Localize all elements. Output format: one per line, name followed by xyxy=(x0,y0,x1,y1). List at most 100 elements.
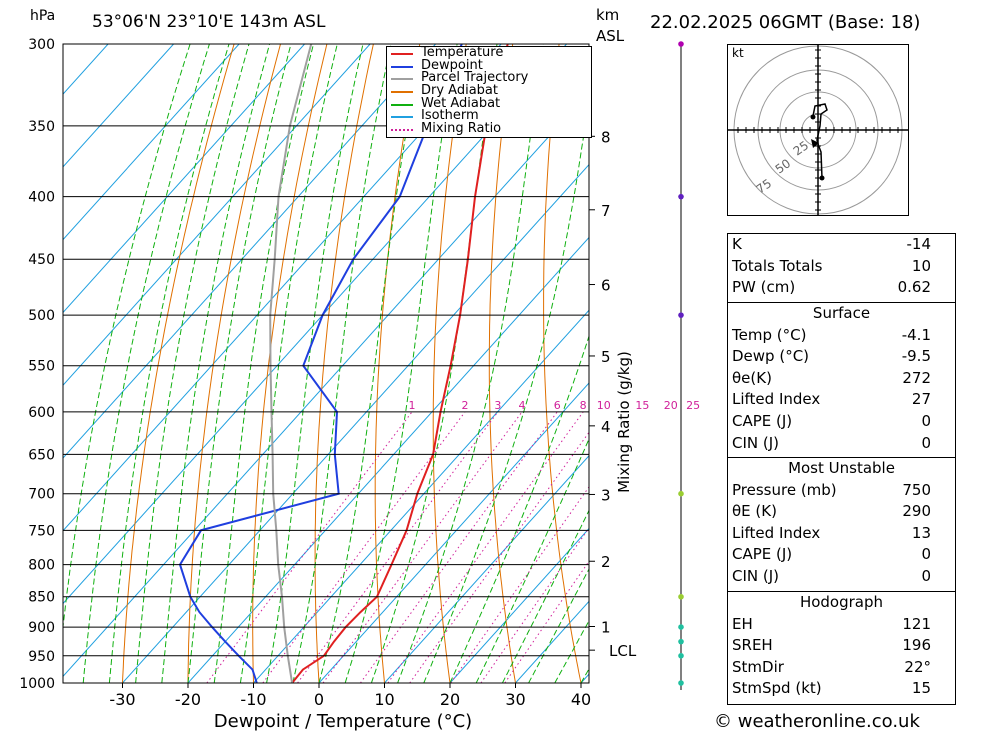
dry-adiabat-line xyxy=(314,44,374,683)
mixing-ratio-line xyxy=(387,411,584,683)
most-unstable-row: θE (K) 290 xyxy=(732,502,931,521)
x-axis-label: Dewpoint / Temperature (°C) xyxy=(214,711,472,732)
hodograph-row: SREH 196 xyxy=(732,636,931,655)
surface-panel: Surface Temp (°C) -4.1 Dewp (°C) -9.5 θe(K… xyxy=(727,302,956,458)
isotherm-line xyxy=(63,44,240,241)
mixing-ratio-label: 8 xyxy=(580,399,587,412)
pressure-tick-label: 750 xyxy=(28,523,55,539)
pressure-tick-label: 300 xyxy=(28,37,55,53)
index-row-totals: Totals Totals 10 xyxy=(732,256,931,275)
surface-row: Dewp (°C) -9.5 xyxy=(732,347,931,366)
mixing-ratio-line xyxy=(322,411,523,683)
x-tick-label: 40 xyxy=(571,690,591,709)
series-line-temperature xyxy=(291,44,509,683)
x-tick-label: -10 xyxy=(240,690,266,709)
wind-level-dot xyxy=(678,490,684,497)
wind-level-dot xyxy=(678,593,684,600)
x-tick-label: 20 xyxy=(440,690,460,709)
x-tick-label: 10 xyxy=(374,690,394,709)
most-unstable-title: Most Unstable xyxy=(788,459,895,477)
chart-legend: Temperature Dewpoint Parcel Trajectory D… xyxy=(386,46,592,138)
isotherm-line xyxy=(63,44,305,314)
mixing-ratio-line xyxy=(409,431,589,683)
pressure-tick-label: 700 xyxy=(28,487,55,503)
wind-level-dot xyxy=(678,312,684,318)
isotherm-line xyxy=(63,44,371,386)
most-unstable-row: Pressure (mb) 750 xyxy=(732,480,931,499)
surface-row: Temp (°C) -4.1 xyxy=(732,325,931,344)
mixing-ratio-line xyxy=(206,411,413,683)
legend-item-dewpoint: Dewpoint xyxy=(387,57,591,73)
legend-label: Temperature xyxy=(421,45,504,60)
mixing-ratio-label: 10 xyxy=(597,399,611,412)
dry-adiabat-line xyxy=(252,44,328,683)
pressure-tick-label: 400 xyxy=(28,190,55,206)
isotherm-line xyxy=(63,44,174,168)
km-tick-label: 4 xyxy=(601,418,611,436)
dry-adiabat-line xyxy=(975,26,1000,683)
isotherm-line xyxy=(63,91,589,678)
legend-item-wet-adiabat: Wet Adiabat xyxy=(387,95,591,111)
most-unstable-row: Lifted Index 13 xyxy=(732,523,931,542)
km-tick-label: 3 xyxy=(601,486,611,504)
location-title: 53°06'N 23°10'E 143m ASL xyxy=(92,12,326,32)
isotherm-line xyxy=(384,455,589,683)
surface-row: θe(K) 272 xyxy=(732,368,931,387)
mixing-ratio-label: 3 xyxy=(494,399,501,412)
pressure-tick-label: 900 xyxy=(28,620,55,636)
isotherm-line xyxy=(318,382,589,683)
wind-level-dot xyxy=(678,624,684,630)
km-tick-label: 6 xyxy=(601,277,611,295)
dry-adiabat-line xyxy=(374,44,421,683)
wet-adiabat-line xyxy=(423,95,589,683)
asl-label: ASL xyxy=(596,27,625,45)
pressure-unit-label: hPa xyxy=(30,8,56,24)
mixing-ratio-label: 4 xyxy=(518,399,525,412)
index-row-k: K -14 xyxy=(732,235,931,253)
legend-item-dry-adiabat: Dry Adiabat xyxy=(387,83,591,99)
surface-title: Surface xyxy=(812,304,871,322)
hodograph-unit-label: kt xyxy=(732,46,744,60)
wet-adiabat-line xyxy=(239,44,338,683)
mixing-ratio-label: 15 xyxy=(635,399,649,412)
lcl-label: LCL xyxy=(609,642,637,660)
x-tick-label: 0 xyxy=(314,690,324,709)
wind-level-dot xyxy=(678,652,684,659)
isotherm-line xyxy=(122,163,589,683)
legend-item-mixing-ratio: Mixing Ratio xyxy=(387,121,591,137)
wet-adiabat-line xyxy=(501,509,589,683)
dry-adiabat-line xyxy=(122,44,235,683)
mixing-ratio-label: 1 xyxy=(409,399,416,412)
km-tick-label: 8 xyxy=(601,128,611,146)
km-tick-label: 1 xyxy=(601,618,611,636)
wet-adiabat-line xyxy=(292,44,392,683)
pressure-tick-label: 1000 xyxy=(19,676,55,692)
surface-row: CAPE (J) 0 xyxy=(732,411,931,430)
legend-swatch xyxy=(391,116,413,119)
isotherm-line xyxy=(63,44,436,459)
km-tick-label: 7 xyxy=(601,202,611,220)
wet-adiabat-line xyxy=(528,567,589,683)
plot-frame xyxy=(62,43,590,684)
legend-label: Wet Adiabat xyxy=(421,95,501,111)
datetime-title: 22.02.2025 06GMT (Base: 18) xyxy=(650,12,921,33)
legend-label: Dewpoint xyxy=(421,57,483,73)
mixing-ratio-line xyxy=(504,560,589,683)
indices-panel: K -14 Totals Totals 10 PW (cm) 0.62 xyxy=(727,233,956,303)
hodograph-point xyxy=(810,114,816,120)
km-tick-label: 2 xyxy=(601,553,611,571)
wind-level-dot xyxy=(678,41,684,47)
hodograph-row: StmSpd (kt) 15 xyxy=(732,679,931,698)
x-tick-label: 30 xyxy=(505,690,525,709)
hodograph-params-panel: Hodograph EH 121 SREH 196 StmDir 22° StmSpd… xyxy=(727,591,956,705)
isotherm-line xyxy=(63,44,502,532)
legend-swatch xyxy=(391,78,413,81)
legend-label: Mixing Ratio xyxy=(421,121,502,137)
dry-adiabat-line xyxy=(647,26,712,683)
legend-label: Dry Adiabat xyxy=(421,83,498,99)
mixing-ratio-label: 2 xyxy=(462,399,469,412)
legend-label: Isotherm xyxy=(421,108,479,124)
copyright-text[interactable]: © weatheronline.co.uk xyxy=(714,711,920,732)
x-tick-label: -20 xyxy=(175,690,201,709)
